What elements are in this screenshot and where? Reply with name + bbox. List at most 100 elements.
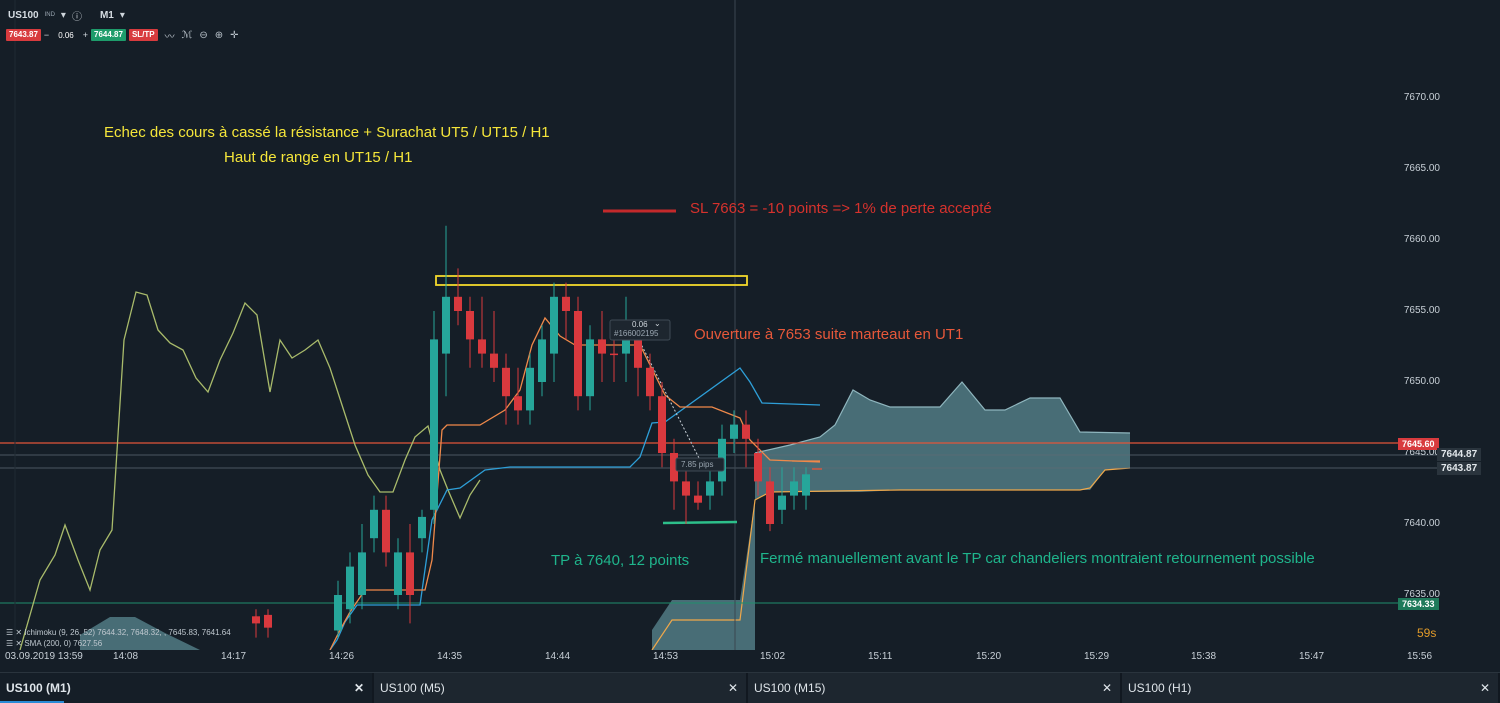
time-axis-label: 14:53 [653, 651, 679, 662]
lot-input[interactable]: 0.06 [58, 30, 74, 40]
candle-body [538, 339, 546, 382]
tab-label: US100 (M5) [380, 681, 445, 695]
tab-us100-m5[interactable]: US100 (M5) ✕ [374, 673, 748, 703]
senkou-span-b [651, 467, 1131, 651]
tab-us100-h1[interactable]: US100 (H1) ✕ [1122, 673, 1500, 703]
candle-body [670, 453, 678, 482]
candle-body [334, 595, 342, 631]
tooltip-chevron-icon[interactable]: ⌄ [654, 319, 661, 328]
close-icon[interactable]: ✕ [1101, 681, 1112, 695]
increase-lot-button[interactable]: + [82, 30, 89, 40]
info-icon[interactable]: ⓘ [71, 11, 82, 23]
tab-label: US100 (M15) [754, 681, 826, 695]
tooltip-order-id: #166002195 [614, 329, 659, 338]
buy-price-button[interactable]: 7644.87 [91, 29, 126, 41]
candle-body [646, 367, 654, 397]
candle-body [502, 367, 510, 397]
price-axis-label: 7645.00 [1403, 447, 1440, 458]
candle-body [442, 296, 450, 354]
kijun-sen [329, 316, 821, 651]
crosshair-icon[interactable]: ✛ [230, 29, 239, 41]
candle-body [682, 481, 690, 496]
candle-body [514, 396, 522, 411]
resistance-zone [435, 275, 748, 286]
chikou-span [19, 291, 481, 651]
candle-body [370, 509, 378, 539]
price-axis-label: 7660.00 [1403, 234, 1440, 245]
time-axis-label: 14:35 [437, 651, 463, 662]
candle-body [790, 481, 798, 496]
line-chart-icon[interactable]: 〰 [164, 31, 175, 43]
price-axis-label: 7655.00 [1403, 305, 1440, 316]
candle-body [382, 509, 390, 553]
sell-price-button[interactable]: 7643.87 [6, 29, 41, 41]
candle-timer: 59s [1417, 626, 1437, 640]
close-icon[interactable]: ✕ [1479, 681, 1490, 695]
zoom-out-icon[interactable]: ⊖ [199, 29, 208, 41]
legend-menu-icon[interactable]: ☰ ✕ [6, 628, 25, 637]
ichimoku-cloud-left [652, 500, 755, 650]
candle-body [694, 495, 702, 503]
annotation-closed: Fermé manuellement avant le TP car chand… [760, 550, 1315, 567]
decrease-lot-button[interactable]: − [43, 30, 50, 40]
candle-body [562, 296, 570, 311]
time-axis-label: 14:08 [113, 651, 139, 662]
candle-body [766, 481, 774, 524]
tab-label: US100 (H1) [1128, 681, 1192, 695]
time-axis-label: 15:29 [1084, 651, 1110, 662]
zoom-in-icon[interactable]: ⊕ [214, 29, 224, 41]
candle-body [430, 339, 438, 510]
symbol-label[interactable]: US100 [8, 9, 39, 21]
chart-tabs: US100 (M1) ✕ US100 (M5) ✕ US100 (M15) ✕ US1… [0, 672, 1500, 703]
trade-path [639, 341, 701, 461]
price-axis-label: 7635.00 [1403, 589, 1440, 600]
close-icon[interactable]: ✕ [353, 681, 364, 695]
time-axis-label: 14:17 [221, 651, 247, 662]
tab-us100-m1[interactable]: US100 (M1) ✕ [0, 673, 374, 703]
position-tooltip [609, 319, 725, 472]
legend-menu-icon-2[interactable]: ☰ ✕ [6, 639, 25, 648]
annotation-range: Haut de range en UT15 / H1 [224, 149, 413, 166]
candle-body [778, 495, 786, 510]
candle-body [478, 339, 486, 354]
tab-us100-m15[interactable]: US100 (M15) ✕ [748, 673, 1122, 703]
market-label: IND [44, 12, 55, 18]
close-icon[interactable]: ✕ [727, 681, 738, 695]
time-axis-bg [0, 650, 1500, 672]
candle-body [742, 424, 750, 439]
candle-body [526, 367, 534, 411]
candle-body [490, 353, 498, 368]
candle-body [610, 353, 618, 356]
time-axis-label: 14:44 [545, 651, 571, 662]
candle-body [418, 516, 426, 539]
candle-body [346, 566, 354, 610]
price-chart[interactable] [0, 0, 1500, 672]
chart-header: US100 IND ▾ ⓘ M1 ▾ [0, 6, 125, 24]
candle-body [658, 396, 666, 453]
time-axis-label: 15:20 [976, 651, 1002, 662]
candles [252, 225, 810, 638]
annotation-resistance: Echec des cours à cassé la résistance + … [104, 124, 550, 141]
ichimoku-legend: ☰ ✕ Ichimoku (9, 26, 52) 7644.32, 7648.3… [6, 628, 231, 637]
candle-body [730, 424, 738, 439]
sltp-button[interactable]: SL/TP [128, 29, 158, 41]
sma-legend: ☰ ✕ SMA (200, 0) 7627.56 [6, 639, 102, 648]
candle-body [252, 616, 260, 624]
time-axis-label: 15:38 [1191, 651, 1217, 662]
candle-body [394, 552, 402, 595]
annotation-sl: SL 7663 = -10 points => 1% de perte acce… [690, 200, 992, 217]
timeframe-chevron-icon[interactable]: ▾ [119, 9, 125, 21]
candle-body [586, 339, 594, 397]
candle-body [550, 296, 558, 354]
ichimoku-cloud-far-left [80, 617, 200, 650]
candle-body [634, 339, 642, 368]
indicators-icon[interactable]: ℳ [181, 29, 193, 41]
candle-body [454, 296, 462, 311]
candle-body [466, 311, 474, 340]
candle-body [622, 339, 630, 354]
timeframe-label[interactable]: M1 [99, 9, 114, 21]
candle-body [264, 614, 272, 628]
chevron-down-icon[interactable]: ▾ [60, 9, 66, 21]
price-axis-label: 7650.00 [1403, 376, 1440, 387]
candle-body [802, 474, 810, 496]
